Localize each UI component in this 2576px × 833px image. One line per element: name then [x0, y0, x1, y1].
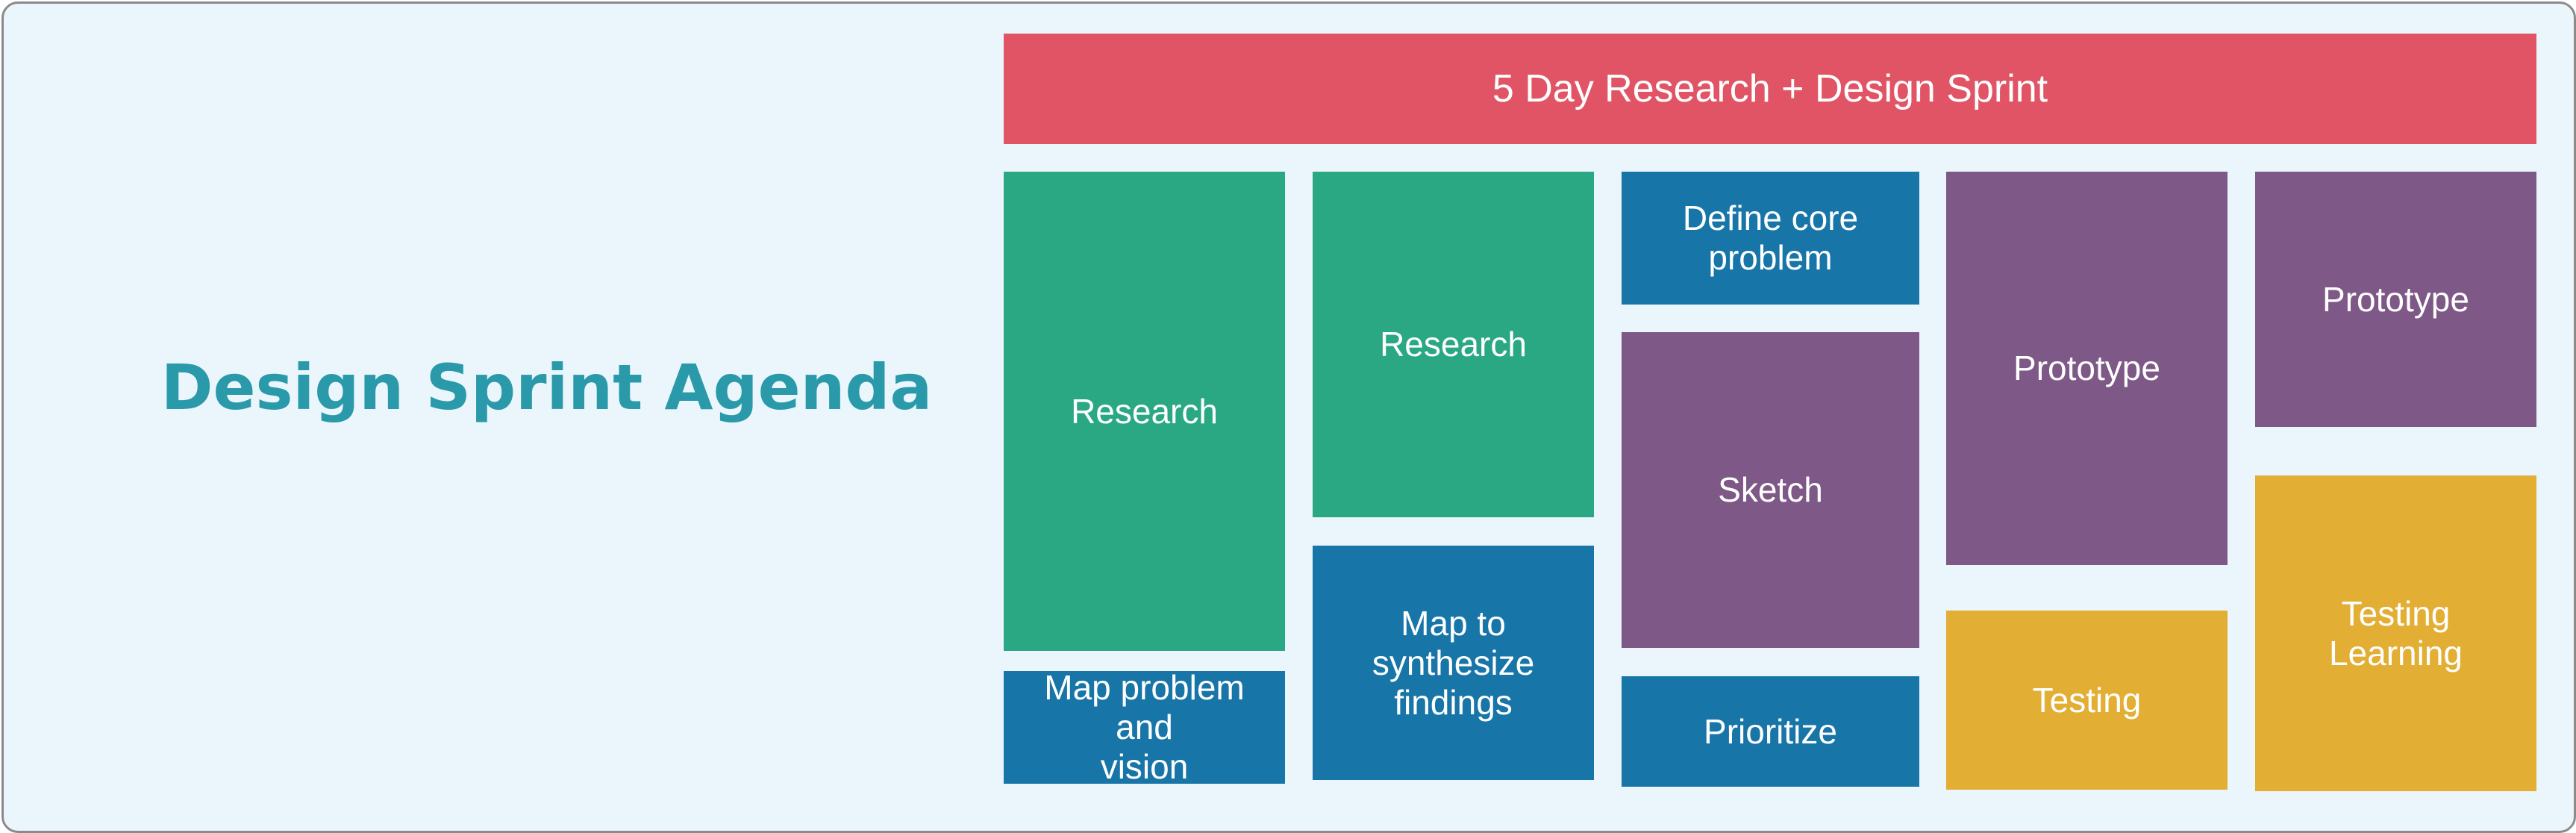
day5-prototype-label: Prototype: [2322, 279, 2469, 319]
day4-prototype-label: Prototype: [2013, 349, 2160, 387]
day4-testing-label: Testing: [2032, 680, 2142, 720]
agenda-title: Design Sprint Agenda: [160, 351, 933, 424]
day2-research-label: Research: [1380, 325, 1527, 364]
day3-prioritize-block: Prioritize: [1622, 676, 1919, 787]
day3-sketch-block: Sketch: [1622, 332, 1919, 648]
day3-sketch-label: Sketch: [1718, 470, 1823, 509]
day1-map-label: Map problem and vision: [1044, 668, 1245, 786]
day4-prototype-block: Prototype: [1946, 172, 2228, 565]
day1-research-label: Research: [1071, 391, 1218, 431]
sprint-header: 5 Day Research + Design Sprint: [1004, 34, 2536, 144]
day3-define-block: Define core problem: [1622, 172, 1919, 305]
day3-define-label: Define core problem: [1682, 199, 1859, 277]
day3-prioritize-label: Prioritize: [1704, 711, 1837, 751]
day5-prototype-block: Prototype: [2255, 172, 2536, 427]
day5-testing-block: Testing Learning: [2255, 475, 2536, 791]
day1-map-block: Map problem and vision: [1004, 668, 1285, 786]
day2-map-block: Map to synthesize findings: [1313, 546, 1594, 780]
day2-map-label: Map to synthesize findings: [1372, 603, 1535, 722]
day1-research-block: Research: [1004, 172, 1285, 651]
day2-research-block: Research: [1313, 172, 1594, 517]
day4-testing-block: Testing: [1946, 611, 2228, 790]
sprint-header-label: 5 Day Research + Design Sprint: [1492, 66, 2048, 110]
day5-testing-label: Testing Learning: [2328, 593, 2463, 673]
